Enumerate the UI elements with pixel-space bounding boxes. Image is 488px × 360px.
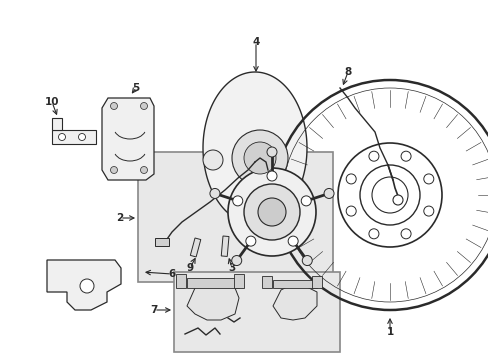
Circle shape	[110, 166, 117, 174]
Text: 2: 2	[116, 213, 123, 223]
Circle shape	[79, 134, 85, 140]
Circle shape	[231, 256, 241, 266]
Circle shape	[59, 134, 65, 140]
Circle shape	[232, 196, 242, 206]
Text: 1: 1	[386, 327, 393, 337]
Polygon shape	[272, 284, 316, 320]
Circle shape	[368, 151, 378, 161]
Text: 5: 5	[132, 83, 140, 93]
Polygon shape	[203, 72, 306, 224]
Text: 9: 9	[186, 263, 193, 273]
Bar	[155, 238, 169, 246]
Text: 6: 6	[168, 269, 175, 279]
Circle shape	[245, 236, 255, 246]
Circle shape	[392, 195, 402, 205]
Circle shape	[203, 150, 223, 170]
Polygon shape	[47, 260, 121, 310]
Bar	[272, 280, 316, 288]
Circle shape	[227, 168, 315, 256]
Circle shape	[423, 206, 433, 216]
Circle shape	[346, 206, 355, 216]
Circle shape	[346, 174, 355, 184]
Bar	[174, 272, 339, 352]
Polygon shape	[186, 282, 239, 320]
Circle shape	[209, 188, 220, 198]
Text: 8: 8	[344, 67, 351, 77]
Circle shape	[258, 198, 285, 226]
Polygon shape	[102, 98, 154, 180]
Bar	[52, 118, 62, 130]
Bar	[190, 238, 201, 257]
Circle shape	[302, 256, 312, 266]
Text: 3: 3	[228, 263, 235, 273]
Circle shape	[400, 229, 410, 239]
Bar	[221, 236, 228, 256]
Circle shape	[231, 130, 287, 186]
Circle shape	[301, 196, 310, 206]
Circle shape	[400, 151, 410, 161]
Bar	[186, 278, 239, 288]
Text: 7: 7	[150, 305, 157, 315]
Circle shape	[266, 147, 276, 157]
Bar	[262, 276, 271, 288]
Circle shape	[140, 166, 147, 174]
Text: 10: 10	[45, 97, 59, 107]
Bar	[234, 274, 244, 288]
Circle shape	[244, 184, 299, 240]
Circle shape	[324, 188, 333, 198]
Circle shape	[423, 174, 433, 184]
Circle shape	[368, 229, 378, 239]
Circle shape	[244, 142, 275, 174]
Bar	[176, 274, 185, 288]
Circle shape	[80, 279, 94, 293]
Bar	[52, 130, 96, 144]
Circle shape	[287, 236, 298, 246]
Circle shape	[266, 171, 276, 181]
Bar	[311, 276, 321, 288]
Circle shape	[110, 103, 117, 109]
Bar	[138, 152, 332, 282]
Text: 4: 4	[252, 37, 259, 47]
Circle shape	[140, 103, 147, 109]
